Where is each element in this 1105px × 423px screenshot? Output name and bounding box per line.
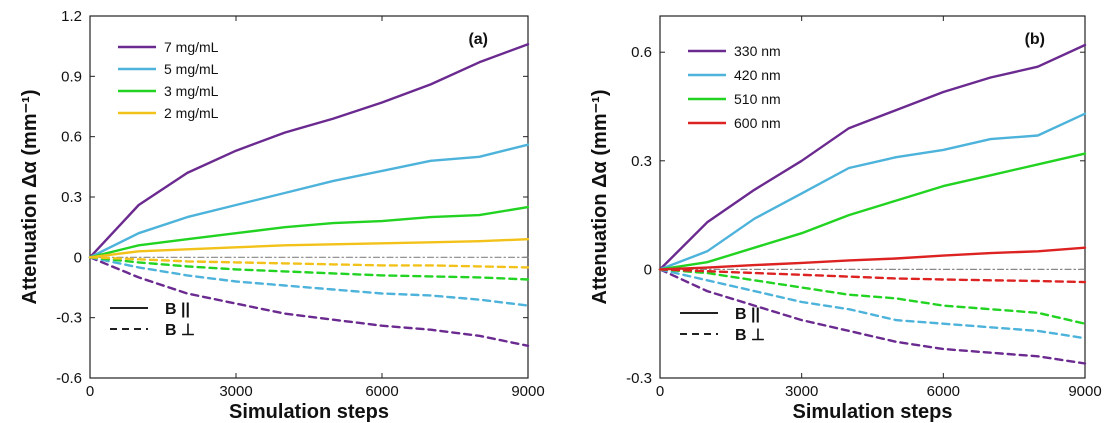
series-line-dashed <box>88 256 530 307</box>
y-tick-label: 0 <box>74 249 82 266</box>
y-tick-label: 0.6 <box>631 44 652 61</box>
y-axis-label: Attenuation Δα (mm⁻¹) <box>19 90 41 305</box>
x-tick-label: 0 <box>656 383 664 400</box>
panel-tag: (a) <box>468 31 488 48</box>
series-line-solid <box>88 143 530 259</box>
series-line-dashed <box>658 268 1087 325</box>
series-line-dashed <box>658 268 1087 365</box>
series-line-dashed <box>658 268 1087 340</box>
y-tick-label: 1.2 <box>61 8 82 25</box>
chart-panel-a: 0 3000 6000 9000 -0.6 -0.3 0 0.3 0.6 0.9 1.2 Simula… <box>19 8 545 423</box>
y-tick-label: 0.9 <box>61 68 82 85</box>
linestyle-legend-label: B ⊥ <box>165 322 195 339</box>
legend-label: 600 nm <box>734 115 781 131</box>
x-tick-label: 3000 <box>219 383 252 400</box>
series-line-solid <box>658 112 1087 271</box>
y-tick-label: 0.3 <box>61 189 82 206</box>
legend-label: 2 mg/mL <box>164 105 219 121</box>
x-tick-label: 9000 <box>511 383 544 400</box>
legend-label: 330 nm <box>734 43 781 59</box>
y-tick-label: 0.3 <box>631 153 652 170</box>
x-tick-label: 6000 <box>365 383 398 400</box>
y-axis-label: Attenuation Δα (mm⁻¹) <box>589 90 611 305</box>
x-tick-label: 3000 <box>785 383 818 400</box>
series-line-solid <box>88 237 530 259</box>
x-tick-label: 9000 <box>1068 383 1101 400</box>
legend-label: 420 nm <box>734 67 781 83</box>
legend-label: 7 mg/mL <box>164 39 219 55</box>
y-tick-label: -0.6 <box>56 370 82 387</box>
y-tick-label: 0 <box>644 261 652 278</box>
x-axis-label: Simulation steps <box>229 401 389 423</box>
x-tick-label: 0 <box>86 383 94 400</box>
series-line-solid <box>658 152 1087 271</box>
y-tick-label: -0.3 <box>56 310 82 327</box>
series-line-dashed <box>88 256 530 347</box>
legend-label: 5 mg/mL <box>164 61 219 77</box>
y-tick-label: -0.3 <box>626 370 652 387</box>
x-axis-label: Simulation steps <box>792 401 952 423</box>
linestyle-legend-label: B || <box>165 301 190 318</box>
legend-label: 510 nm <box>734 91 781 107</box>
plot-frame <box>659 15 1086 379</box>
series-line-solid <box>88 205 530 259</box>
series-line-dashed <box>88 256 530 269</box>
linestyle-legend-label: B ⊥ <box>735 327 765 344</box>
series-line-solid <box>658 43 1087 271</box>
series-line-solid <box>658 246 1087 271</box>
series-line-solid <box>88 43 530 259</box>
series-line-dashed <box>88 256 530 281</box>
linestyle-legend-label: B || <box>735 306 760 323</box>
series-line-dashed <box>658 268 1087 284</box>
panel-tag: (b) <box>1025 31 1045 48</box>
y-tick-label: 0.6 <box>61 129 82 146</box>
x-tick-label: 6000 <box>927 383 960 400</box>
legend-label: 3 mg/mL <box>164 83 219 99</box>
